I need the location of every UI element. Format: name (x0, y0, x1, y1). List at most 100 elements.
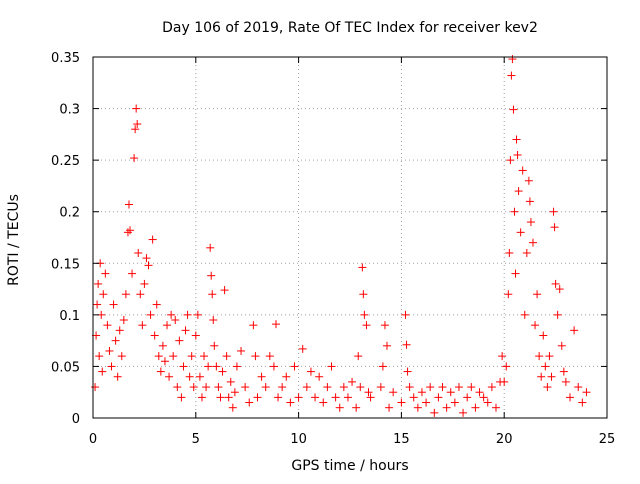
data-point (578, 398, 587, 407)
data-point (216, 393, 225, 402)
data-point (360, 310, 369, 319)
data-point (187, 352, 196, 361)
data-point (516, 228, 525, 237)
data-point (209, 316, 218, 325)
data-point (378, 362, 387, 371)
data-point (278, 383, 287, 392)
x-tick-label: 5 (192, 432, 200, 447)
data-point (366, 393, 375, 402)
data-point (175, 336, 184, 345)
data-point (298, 344, 307, 353)
data-point (271, 320, 280, 329)
data-point (257, 372, 266, 381)
data-point (167, 310, 176, 319)
data-point (261, 383, 270, 392)
data-point (230, 388, 239, 397)
data-point (498, 352, 507, 361)
data-point (265, 352, 274, 361)
data-point (128, 269, 137, 278)
data-point (140, 279, 149, 288)
data-point (245, 398, 254, 407)
data-point (471, 403, 480, 412)
data-point (565, 393, 574, 402)
data-point (181, 326, 190, 335)
data-point (512, 135, 521, 144)
data-point (197, 393, 206, 402)
data-point (115, 326, 124, 335)
data-point (148, 235, 157, 244)
data-point (522, 248, 531, 257)
data-point (251, 352, 260, 361)
data-point (582, 388, 591, 397)
data-point (302, 383, 311, 392)
data-point (364, 388, 373, 397)
data-point (131, 125, 140, 134)
data-point (130, 154, 139, 163)
data-point (555, 285, 564, 294)
data-point (121, 290, 130, 299)
data-point (502, 362, 511, 371)
data-point (202, 383, 211, 392)
data-point (160, 357, 169, 366)
data-point (228, 403, 237, 412)
data-point (173, 383, 182, 392)
data-point (206, 243, 215, 252)
data-point (533, 290, 542, 299)
data-point (467, 383, 476, 392)
data-point (504, 290, 513, 299)
data-point (574, 383, 583, 392)
data-point (335, 403, 344, 412)
data-point (189, 383, 198, 392)
data-point (171, 316, 180, 325)
data-point (146, 310, 155, 319)
data-point (126, 226, 135, 235)
data-point (111, 336, 120, 345)
data-point (93, 300, 102, 309)
data-point (450, 398, 459, 407)
data-point (136, 290, 145, 299)
data-point (506, 156, 515, 165)
data-point (380, 321, 389, 330)
data-point (107, 362, 116, 371)
data-point (92, 331, 101, 340)
data-point (226, 377, 235, 386)
data-point (438, 383, 447, 392)
data-point (99, 290, 108, 299)
data-point (204, 362, 213, 371)
data-point (132, 104, 141, 113)
data-point (241, 383, 250, 392)
y-tick-label: 0.3 (59, 103, 80, 118)
plot-frame (92, 56, 608, 419)
data-point (109, 300, 118, 309)
data-point (446, 388, 455, 397)
x-tick-label: 20 (496, 432, 513, 447)
data-point (513, 150, 522, 159)
data-point (551, 279, 560, 288)
data-point (253, 393, 262, 402)
data-point (94, 279, 103, 288)
data-point (207, 271, 216, 280)
data-point (237, 346, 246, 355)
data-point (339, 383, 348, 392)
x-tick-label: 0 (89, 432, 97, 447)
data-point (358, 263, 367, 272)
data-point (138, 321, 147, 330)
data-point (134, 248, 143, 257)
data-point (98, 367, 107, 376)
data-point (306, 367, 315, 376)
data-point (101, 269, 110, 278)
data-point (356, 383, 365, 392)
x-tick-label: 15 (393, 432, 410, 447)
data-point (348, 377, 357, 386)
data-point (479, 393, 488, 402)
data-point (463, 393, 472, 402)
data-point (507, 71, 516, 80)
data-markers (91, 55, 591, 417)
data-point (142, 254, 151, 263)
y-tick-label: 0.25 (51, 154, 80, 169)
data-point (282, 372, 291, 381)
data-point (191, 331, 200, 340)
y-tick-label: 0.2 (59, 206, 80, 221)
data-point (541, 362, 550, 371)
